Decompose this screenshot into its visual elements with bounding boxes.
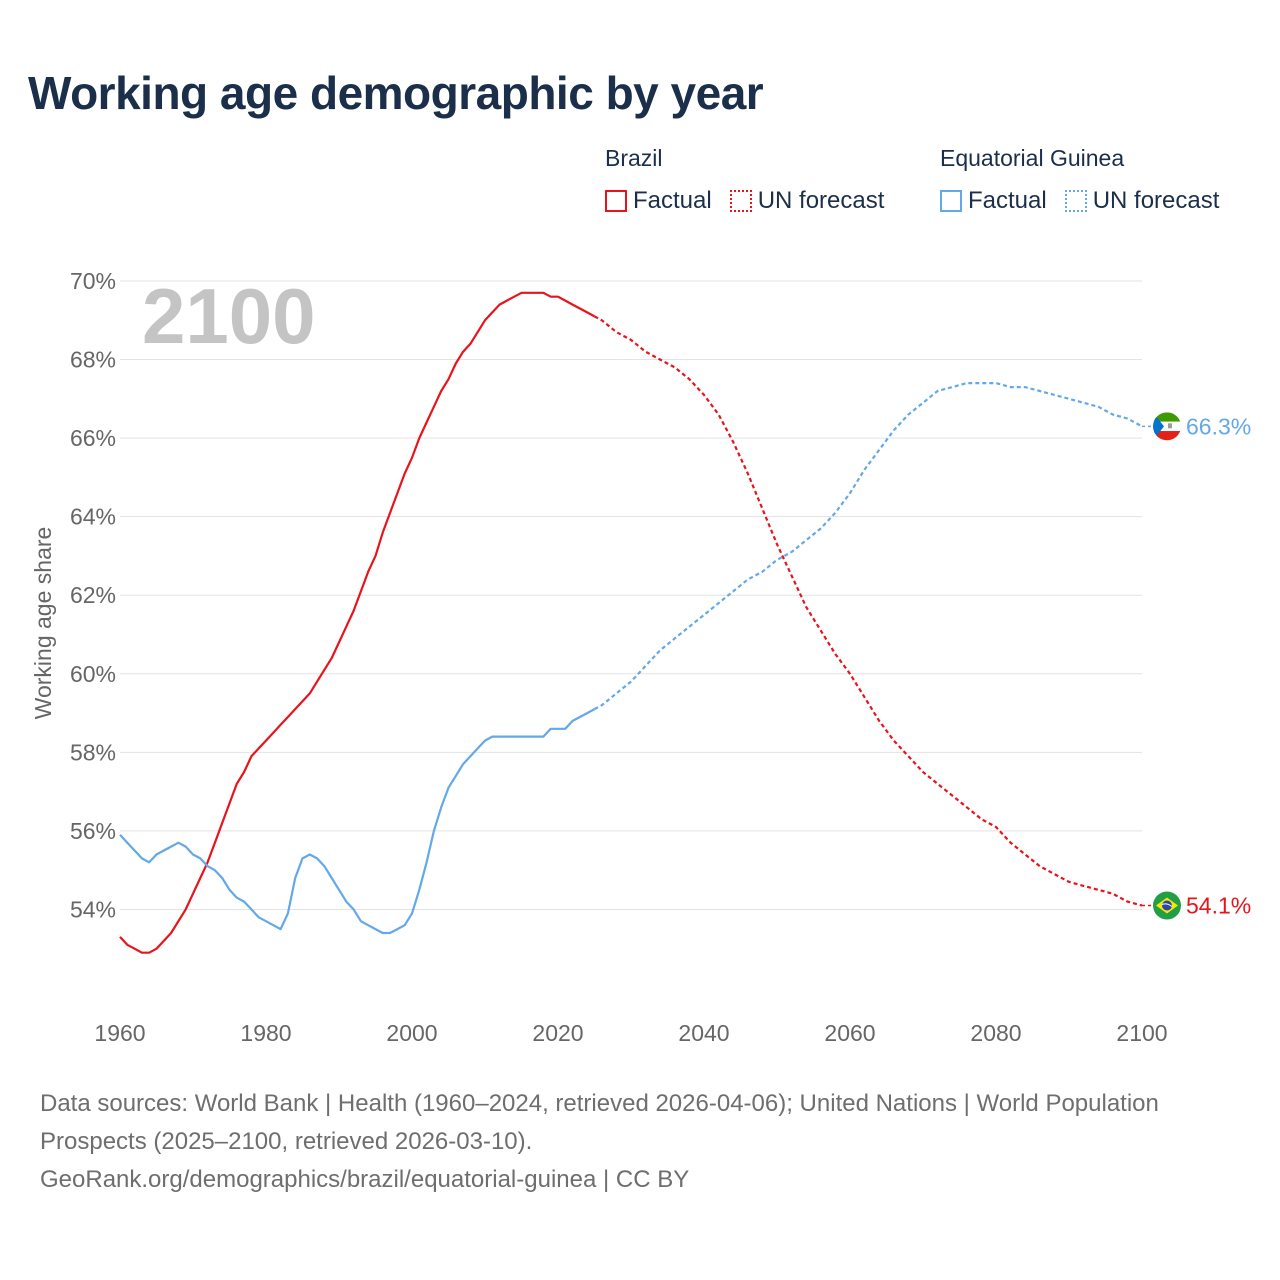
series-line-brazil-factual[interactable] — [119, 291, 596, 954]
line-chart: 54% 56% 58% 60% 62% 64% 66% 68% 70% 1960 1980 2000… — [30, 268, 1251, 1046]
y-axis-ticks: 54% 56% 58% 60% 62% 64% 66% 68% 70% — [70, 268, 116, 922]
y-tick-label: 68% — [70, 347, 116, 373]
y-tick-label: 60% — [70, 661, 116, 687]
legend-swatch-dotted — [729, 190, 752, 212]
x-axis-ticks: 1960 1980 2000 2020 2040 2060 2080 2100 — [94, 1020, 1167, 1046]
legend-label: Factual — [633, 187, 712, 214]
legend-heading-brazil: Brazil — [605, 145, 663, 171]
legend-label: UN forecast — [757, 187, 885, 214]
x-tick-label: 2100 — [1116, 1020, 1167, 1046]
y-tick-label: 54% — [70, 896, 116, 922]
legend-brazil-factual[interactable]: Factual — [605, 187, 712, 215]
x-tick-label: 2000 — [386, 1020, 437, 1046]
series-line-brazil-forecast[interactable] — [593, 315, 1143, 907]
chart-title: Working age demographic by year — [28, 67, 764, 119]
legend-brazil-forecast[interactable]: UN forecast — [729, 187, 885, 215]
y-tick-label: 64% — [70, 504, 116, 530]
x-tick-label: 2060 — [824, 1020, 875, 1046]
legend-label: UN forecast — [1092, 187, 1220, 214]
y-tick-label: 70% — [70, 268, 116, 294]
gridlines — [120, 280, 1142, 910]
y-tick-label: 62% — [70, 582, 116, 608]
y-tick-label: 58% — [70, 739, 116, 765]
year-watermark: 2100 — [142, 272, 316, 360]
legend-swatch-dotted — [1064, 190, 1087, 212]
equatorial-guinea-flag-icon — [1153, 412, 1181, 441]
legend-group-equatorial-guinea: Equatorial Guinea Factual UN forecast — [940, 145, 1219, 215]
legend-label: Factual — [968, 187, 1047, 214]
x-tick-label: 2020 — [532, 1020, 583, 1046]
legend-group-brazil: Brazil Factual UN forecast — [605, 145, 902, 215]
credit-link[interactable]: GeoRank.org/demographics/brazil/equatori… — [40, 1166, 690, 1193]
brazil-flag-icon — [1153, 891, 1181, 920]
series-lines — [119, 291, 1143, 954]
legend-equatorial-guinea-factual[interactable]: Factual — [940, 187, 1047, 215]
y-axis-label: Working age share — [30, 527, 56, 720]
series-line-equatorial-guinea-factual[interactable] — [119, 708, 596, 935]
footer: Data sources: World Bank | Health (1960–… — [40, 1085, 1220, 1199]
series-end-label-equatorial-guinea: 66.3% — [1186, 413, 1251, 439]
data-sources: Data sources: World Bank | Health (1960–… — [40, 1090, 1159, 1155]
x-tick-label: 2080 — [970, 1020, 1021, 1046]
legend-swatch-solid — [940, 190, 962, 212]
y-tick-label: 66% — [70, 425, 116, 451]
legend-heading-equatorial-guinea: Equatorial Guinea — [940, 145, 1125, 171]
y-tick-label: 56% — [70, 818, 116, 844]
x-tick-label: 1980 — [240, 1020, 291, 1046]
x-tick-label: 2040 — [678, 1020, 729, 1046]
x-tick-label: 1960 — [94, 1020, 145, 1046]
legend-swatch-solid — [605, 190, 627, 212]
series-endpoints: 54.1% 66.3% — [1142, 412, 1251, 920]
series-line-equatorial-guinea-forecast[interactable] — [593, 382, 1143, 711]
series-end-label-brazil: 54.1% — [1186, 893, 1251, 919]
legend-equatorial-guinea-forecast[interactable]: UN forecast — [1064, 187, 1220, 215]
